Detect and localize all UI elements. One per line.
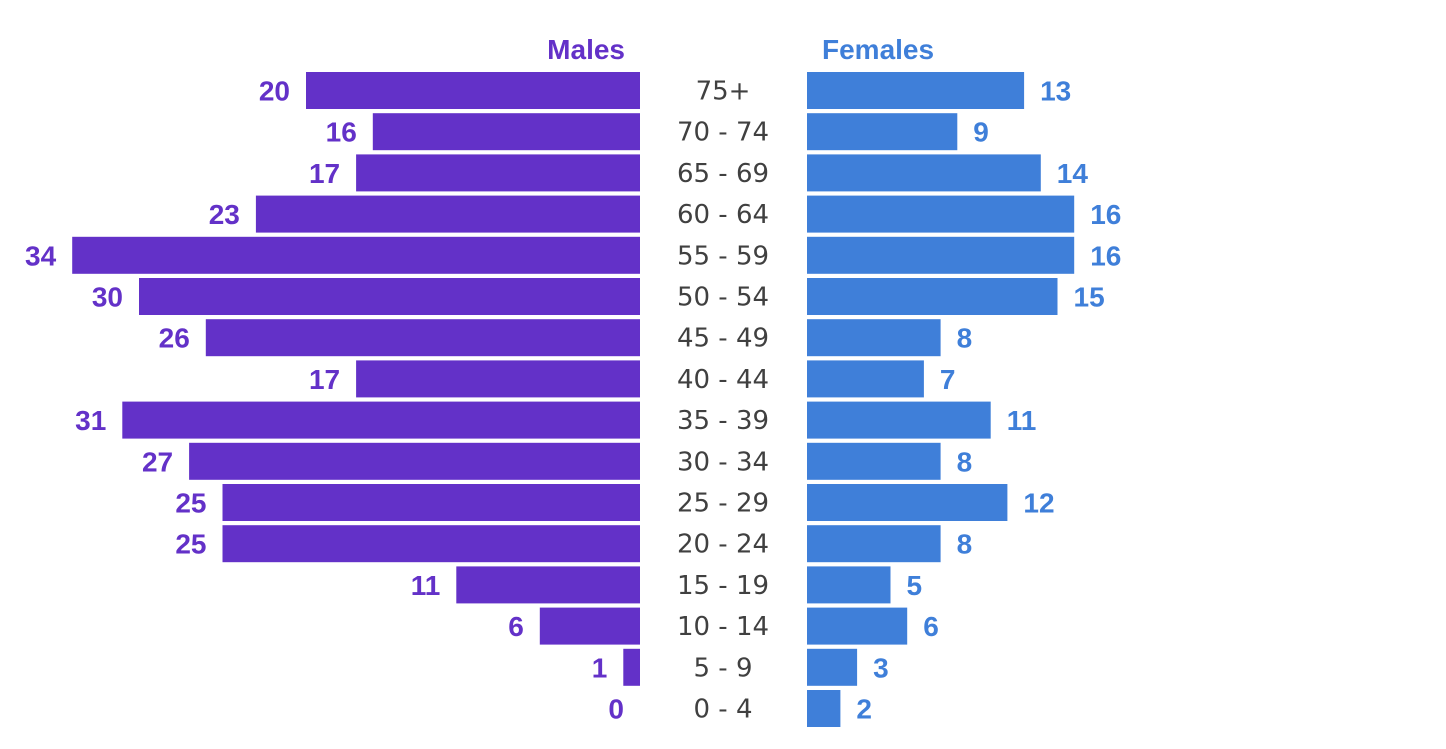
legend-males-label: Males bbox=[547, 34, 625, 65]
age-group-label: 65 - 69 bbox=[677, 159, 769, 189]
female-value-label: 7 bbox=[940, 364, 956, 395]
female-bar bbox=[807, 113, 958, 151]
male-value-label: 6 bbox=[508, 611, 524, 642]
male-bar bbox=[372, 113, 640, 151]
male-value-label: 30 bbox=[92, 282, 123, 313]
male-bar bbox=[306, 72, 640, 109]
female-bar bbox=[807, 484, 1008, 521]
female-bar bbox=[807, 72, 1025, 109]
males-bars bbox=[72, 72, 641, 686]
female-bar bbox=[807, 566, 891, 604]
male-value-label: 26 bbox=[159, 323, 190, 354]
age-group-label: 35 - 39 bbox=[677, 406, 769, 436]
age-group-label: 60 - 64 bbox=[677, 200, 769, 230]
male-value-label: 17 bbox=[309, 158, 340, 189]
female-bar bbox=[807, 525, 941, 563]
female-bar bbox=[807, 648, 858, 686]
age-group-label: 30 - 34 bbox=[677, 447, 769, 477]
female-value-label: 2 bbox=[856, 694, 872, 725]
age-group-label: 70 - 74 bbox=[677, 118, 769, 148]
male-value-label: 27 bbox=[142, 446, 173, 477]
male-value-label: 23 bbox=[209, 199, 240, 230]
age-group-label: 5 - 9 bbox=[694, 653, 753, 683]
male-bar bbox=[255, 195, 640, 233]
age-group-label: 15 - 19 bbox=[677, 571, 769, 601]
male-bar bbox=[205, 319, 641, 357]
female-value-label: 9 bbox=[973, 117, 989, 148]
male-bar bbox=[72, 236, 640, 274]
age-group-label: 55 - 59 bbox=[677, 241, 769, 271]
female-value-label: 8 bbox=[957, 529, 973, 560]
female-bar bbox=[807, 401, 991, 439]
female-bar bbox=[807, 236, 1075, 274]
age-group-label: 20 - 24 bbox=[677, 530, 769, 560]
male-bar bbox=[539, 607, 640, 645]
male-value-label: 11 bbox=[411, 570, 441, 601]
male-value-label: 0 bbox=[608, 694, 624, 725]
male-bar bbox=[222, 525, 640, 563]
female-bar bbox=[807, 319, 941, 357]
female-value-label: 16 bbox=[1090, 240, 1121, 271]
female-value-label: 16 bbox=[1090, 199, 1121, 230]
age-group-label: 75+ bbox=[696, 77, 751, 107]
female-value-label: 5 bbox=[907, 570, 923, 601]
female-bar bbox=[807, 278, 1058, 315]
male-value-label: 34 bbox=[25, 240, 57, 271]
age-group-labels: 75+ 70 - 74 65 - 69 60 - 64 55 - 59 50 - 54 45… bbox=[677, 77, 769, 725]
male-bar bbox=[139, 278, 640, 315]
female-bar bbox=[807, 195, 1075, 233]
female-value-label: 14 bbox=[1057, 158, 1089, 189]
female-bar bbox=[807, 442, 941, 480]
male-bar bbox=[623, 648, 640, 686]
age-group-label: 50 - 54 bbox=[677, 283, 769, 313]
age-group-label: 40 - 44 bbox=[677, 365, 769, 395]
male-bar bbox=[356, 360, 640, 398]
female-value-label: 12 bbox=[1023, 488, 1054, 519]
male-bar bbox=[356, 154, 640, 192]
female-value-label: 3 bbox=[873, 652, 889, 683]
male-value-label: 1 bbox=[592, 652, 608, 683]
female-value-label: 8 bbox=[957, 323, 973, 354]
age-group-label: 10 - 14 bbox=[677, 612, 769, 642]
legend-females-label: Females bbox=[822, 34, 934, 65]
male-value-label: 20 bbox=[259, 76, 290, 107]
female-value-label: 11 bbox=[1007, 405, 1037, 436]
male-bar bbox=[222, 484, 640, 521]
male-value-label: 25 bbox=[175, 529, 206, 560]
age-group-label: 0 - 4 bbox=[694, 695, 753, 725]
age-group-label: 45 - 49 bbox=[677, 324, 769, 354]
male-bar bbox=[189, 442, 640, 480]
female-value-label: 6 bbox=[923, 611, 939, 642]
male-value-label: 25 bbox=[175, 488, 206, 519]
female-value-label: 13 bbox=[1040, 76, 1071, 107]
legend: Males Females bbox=[547, 34, 934, 65]
male-value-label: 16 bbox=[326, 117, 357, 148]
female-value-label: 8 bbox=[957, 446, 973, 477]
male-value-label: 31 bbox=[75, 405, 106, 436]
age-group-label: 25 - 29 bbox=[677, 489, 769, 519]
male-bar bbox=[122, 401, 641, 439]
male-bar bbox=[456, 566, 640, 604]
female-bar bbox=[807, 690, 841, 727]
female-bar bbox=[807, 607, 908, 645]
female-value-label: 15 bbox=[1074, 282, 1105, 313]
female-bar bbox=[807, 360, 924, 398]
male-value-label: 17 bbox=[309, 364, 340, 395]
female-bar bbox=[807, 154, 1041, 192]
females-bars bbox=[807, 72, 1075, 727]
